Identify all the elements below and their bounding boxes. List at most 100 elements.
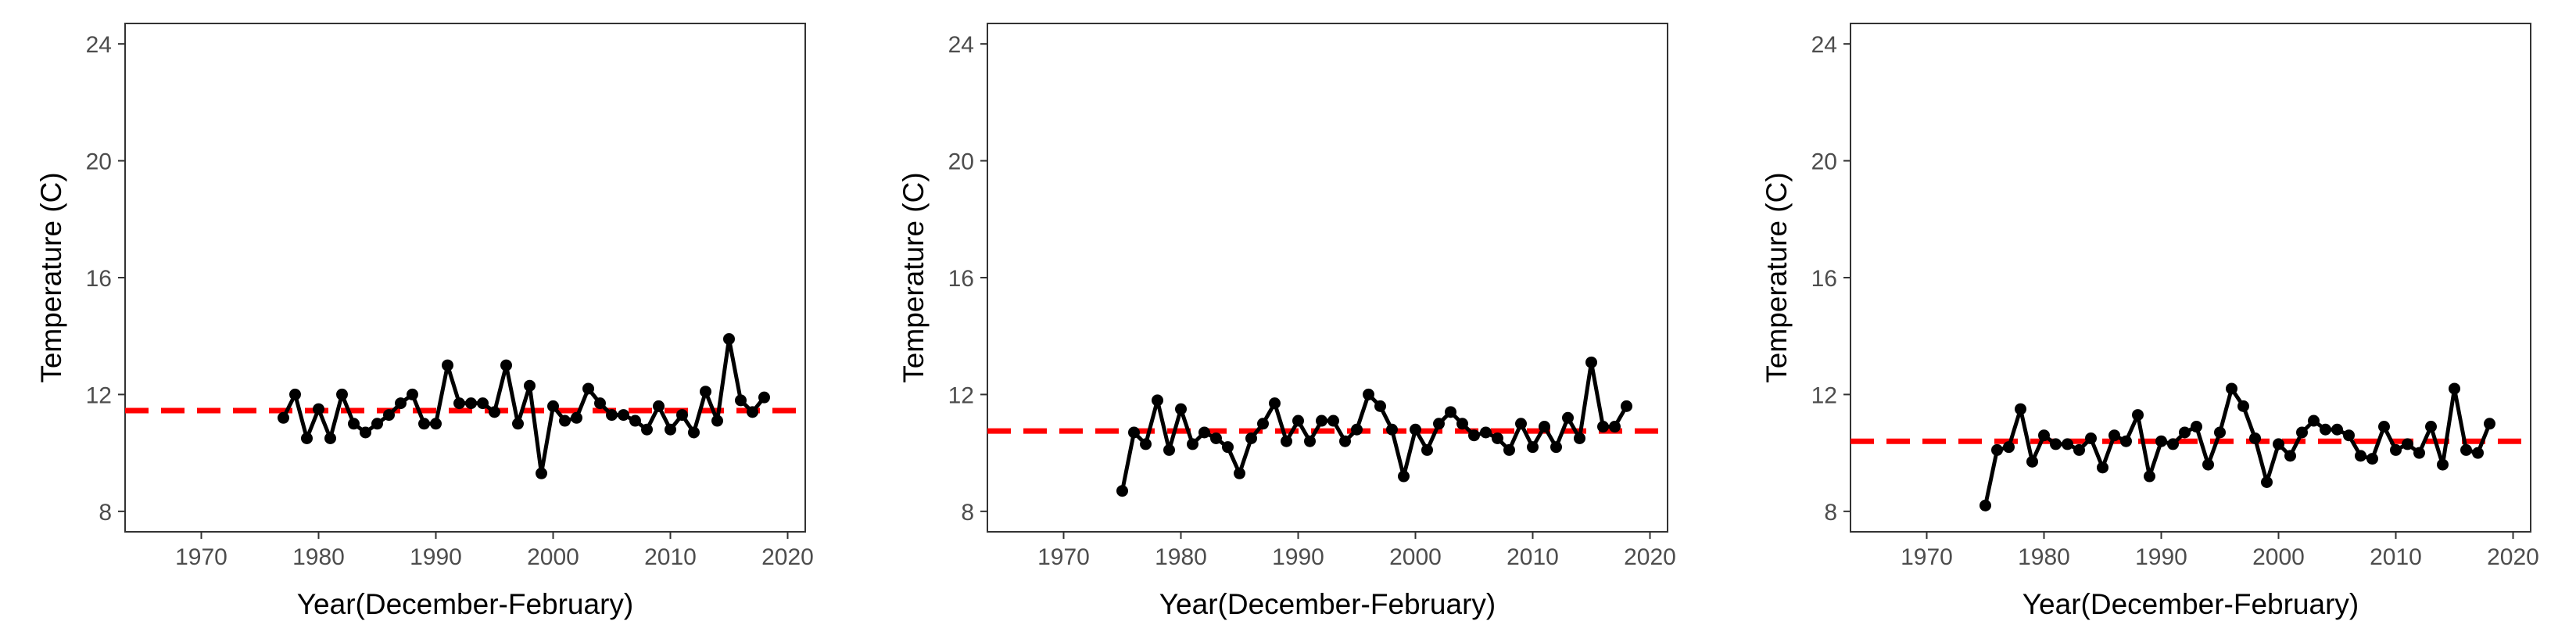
- data-point: [653, 400, 665, 412]
- data-point: [512, 418, 524, 430]
- data-point: [2320, 423, 2331, 436]
- data-point: [594, 397, 606, 410]
- data-point: [2449, 382, 2460, 395]
- x-tick-label: 1990: [410, 544, 462, 570]
- data-point: [641, 423, 653, 436]
- data-point: [618, 409, 629, 422]
- data-point: [442, 359, 453, 371]
- data-point: [2191, 421, 2202, 433]
- data-point: [2132, 409, 2144, 422]
- data-point: [2179, 426, 2191, 439]
- data-point: [1539, 421, 1550, 433]
- y-axis-title: Temperature (C): [897, 172, 930, 382]
- data-point: [547, 400, 559, 412]
- data-point: [2214, 426, 2226, 439]
- data-point: [582, 382, 594, 395]
- chart-panel-2: 1970 1980 1990 2000 2010 2020 8 12 16 20 24 Year(De…: [897, 23, 1676, 620]
- data-point: [1339, 435, 1351, 447]
- data-point: [2237, 400, 2249, 412]
- data-point: [418, 418, 430, 430]
- data-point: [1327, 414, 1339, 427]
- x-tick-label: 1970: [1901, 544, 1953, 570]
- data-point: [2343, 429, 2355, 442]
- y-tick-label: 12: [86, 382, 112, 408]
- data-point: [2460, 443, 2472, 456]
- data-point: [1550, 441, 1562, 454]
- data-point: [2226, 382, 2237, 395]
- data-point: [1316, 414, 1327, 427]
- data-point: [336, 388, 348, 400]
- data-point: [1245, 432, 1257, 444]
- data-point: [324, 432, 336, 444]
- x-tick-label: 1980: [292, 544, 345, 570]
- data-point: [2050, 438, 2062, 450]
- data-point: [489, 406, 500, 418]
- y-axis-title: Temperature (C): [35, 172, 67, 382]
- x-tick-label: 1970: [1037, 544, 1090, 570]
- series-line: [1120, 360, 1628, 493]
- data-point: [289, 388, 301, 400]
- data-point: [500, 359, 512, 371]
- data-point: [1351, 423, 1363, 436]
- y-tick-label: 12: [1811, 382, 1837, 408]
- data-point: [571, 411, 582, 424]
- data-point: [2167, 438, 2179, 450]
- x-tick-label: 2020: [2487, 544, 2539, 570]
- x-tick-label: 2020: [1624, 544, 1676, 570]
- data-point: [1398, 470, 1410, 483]
- x-tick-label: 1980: [2018, 544, 2070, 570]
- x-tick-label: 2010: [644, 544, 697, 570]
- x-tick-label: 2010: [1507, 544, 1559, 570]
- data-point: [383, 409, 395, 422]
- data-point: [2015, 403, 2026, 415]
- data-point: [2284, 450, 2296, 462]
- series-line: [1983, 386, 2492, 508]
- data-point: [2355, 450, 2366, 462]
- chart-panel-3: 1970 1980 1990 2000 2010 2020 8 12 16 20 24 Year(De…: [1761, 23, 2539, 620]
- data-point: [2378, 421, 2390, 433]
- x-tick-label: 1990: [1272, 544, 1324, 570]
- data-point: [1503, 443, 1515, 456]
- data-point: [2038, 429, 2050, 442]
- data-point: [1609, 421, 1621, 433]
- data-point: [2425, 421, 2437, 433]
- data-point: [1116, 485, 1128, 497]
- x-axis-title: Year(December-February): [1159, 588, 1496, 620]
- data-point: [2155, 435, 2167, 447]
- y-tick-label: 20: [1811, 149, 1837, 175]
- x-tick-label: 1970: [175, 544, 228, 570]
- data-point: [524, 379, 536, 392]
- data-point: [301, 432, 313, 444]
- y-tick-label: 8: [961, 500, 974, 526]
- data-point: [2097, 461, 2108, 474]
- x-tick-label: 2000: [1389, 544, 1442, 570]
- data-point: [2003, 441, 2015, 454]
- data-point: [1152, 394, 1163, 407]
- data-point: [278, 411, 289, 424]
- data-point: [395, 397, 407, 410]
- data-point: [2261, 475, 2273, 488]
- data-point: [1574, 432, 1585, 444]
- data-point: [2026, 455, 2038, 468]
- data-point: [1386, 423, 1398, 436]
- y-tick-label: 24: [948, 32, 974, 58]
- data-point: [1198, 426, 1210, 439]
- data-point: [758, 391, 770, 404]
- data-point: [465, 397, 477, 410]
- data-point: [1269, 397, 1281, 410]
- data-point: [2085, 432, 2097, 444]
- data-point: [1492, 432, 1503, 444]
- data-point: [2073, 443, 2085, 456]
- x-tick-label: 2010: [2370, 544, 2422, 570]
- data-point: [700, 386, 711, 398]
- data-point: [313, 403, 324, 415]
- data-point: [2249, 432, 2261, 444]
- panel-border: [987, 23, 1668, 533]
- x-tick-label: 2020: [761, 544, 814, 570]
- y-tick-label: 16: [948, 266, 974, 292]
- y-tick-label: 20: [86, 149, 112, 175]
- data-point: [1140, 438, 1152, 450]
- data-point: [348, 418, 360, 430]
- data-point: [665, 423, 676, 436]
